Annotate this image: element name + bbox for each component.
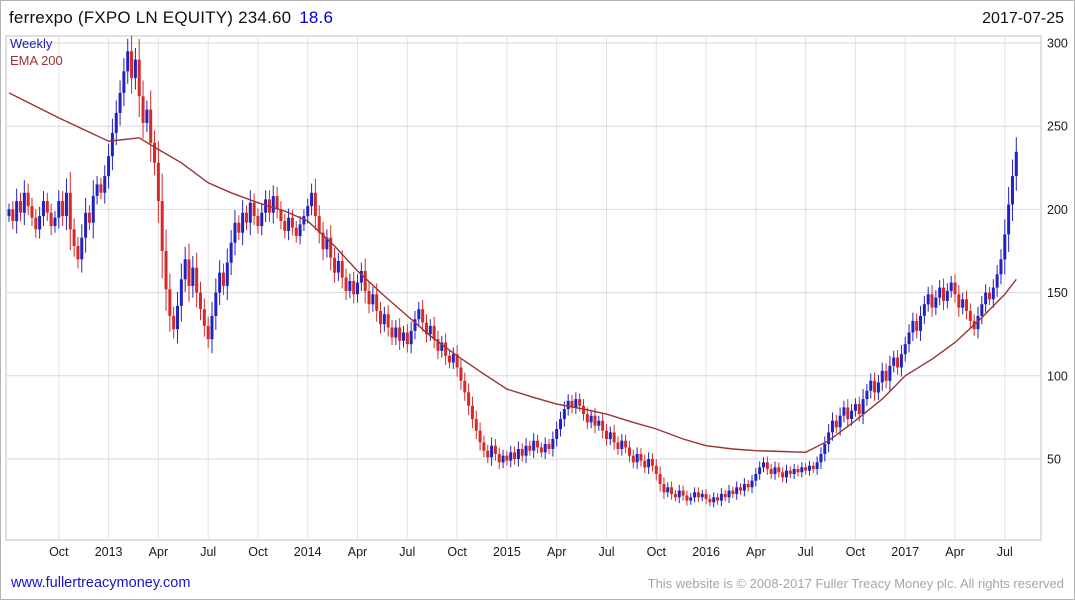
ema-line: [8, 92, 1017, 454]
x-axis-label: Oct: [846, 545, 866, 559]
y-axis-label: 50: [1047, 453, 1061, 467]
x-axis-label: Oct: [447, 545, 467, 559]
instrument-name: ferrexpo (FXPO LN EQUITY): [9, 8, 234, 27]
x-axis-label: Jul: [200, 545, 216, 559]
x-axis-label: 2014: [294, 545, 322, 559]
timeframe-label: Weekly: [10, 36, 53, 51]
x-axis-label: 2017: [891, 545, 919, 559]
ema-legend-label: EMA 200: [10, 53, 63, 68]
y-axis-label: 150: [1047, 286, 1068, 300]
x-axis-label: Oct: [49, 545, 69, 559]
y-axis-label: 250: [1047, 120, 1068, 134]
price-chart-svg[interactable]: Oct 2013 Apr Jul Oct 2014 Apr Jul Oct 2015 Apr Jul O…: [1, 31, 1074, 568]
x-axis-label: 2013: [95, 545, 123, 559]
copyright-text: This website is © 2008-2017 Fuller Treac…: [647, 575, 1064, 591]
last-price: 234.60: [238, 8, 292, 27]
y-axis-label: 300: [1047, 37, 1068, 51]
x-axis-label: Apr: [547, 545, 566, 559]
chart-header: ferrexpo (FXPO LN EQUITY) 234.60 18.6 20…: [1, 1, 1074, 31]
x-axis-label: Jul: [399, 545, 415, 559]
x-axis-label: 2016: [692, 545, 720, 559]
y-axis-label: 100: [1047, 369, 1068, 383]
chart-date: 2017-07-25: [982, 10, 1064, 27]
x-axis-label: Jul: [997, 545, 1013, 559]
last-change: 18.6: [299, 8, 334, 27]
chart-legend: Weekly EMA 200: [10, 35, 63, 69]
plot-area: [5, 35, 1042, 541]
x-axis-label: Apr: [746, 545, 765, 559]
candlesticks: [7, 35, 1018, 508]
x-axis-label: Oct: [248, 545, 268, 559]
page-title: ferrexpo (FXPO LN EQUITY) 234.60 18.6: [9, 8, 333, 28]
x-axis-label: Jul: [798, 545, 814, 559]
page-footer: www.fullertreacymoney.com This website i…: [1, 567, 1074, 599]
x-axis-label: Apr: [348, 545, 367, 559]
website-link[interactable]: www.fullertreacymoney.com: [11, 575, 191, 591]
x-axis-label: Oct: [647, 545, 667, 559]
x-axis-label: 2015: [493, 545, 521, 559]
x-axis-label: Apr: [945, 545, 964, 559]
y-axis-label: 200: [1047, 203, 1068, 217]
chart-area: Oct 2013 Apr Jul Oct 2014 Apr Jul Oct 2015 Apr Jul O…: [1, 31, 1074, 568]
x-axis-label: Jul: [599, 545, 615, 559]
x-axis-label: Apr: [149, 545, 168, 559]
